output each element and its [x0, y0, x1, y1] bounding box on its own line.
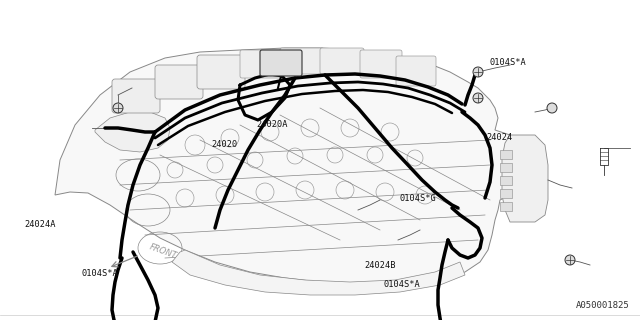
Polygon shape: [502, 135, 548, 222]
Polygon shape: [95, 112, 170, 152]
Text: 24020: 24020: [211, 140, 237, 148]
Bar: [500, 189, 512, 198]
FancyBboxPatch shape: [320, 48, 364, 74]
FancyBboxPatch shape: [197, 55, 245, 89]
FancyBboxPatch shape: [360, 50, 402, 78]
Bar: [500, 176, 512, 185]
Circle shape: [473, 67, 483, 77]
Circle shape: [473, 93, 483, 103]
Text: A050001825: A050001825: [576, 301, 630, 310]
FancyBboxPatch shape: [240, 50, 284, 78]
Text: 0104S*G: 0104S*G: [400, 194, 436, 203]
Text: FRONT: FRONT: [148, 243, 178, 261]
Circle shape: [547, 103, 557, 113]
Text: 24020A: 24020A: [256, 120, 287, 129]
Text: 0104S*A: 0104S*A: [82, 269, 118, 278]
FancyBboxPatch shape: [155, 65, 203, 99]
Circle shape: [113, 103, 123, 113]
Text: 0104S*A: 0104S*A: [490, 58, 526, 67]
Polygon shape: [172, 250, 465, 295]
Circle shape: [565, 255, 575, 265]
FancyBboxPatch shape: [280, 48, 324, 74]
Bar: [500, 150, 512, 159]
Polygon shape: [55, 48, 525, 284]
Text: 24024B: 24024B: [365, 261, 396, 270]
FancyBboxPatch shape: [260, 50, 302, 76]
Text: 24024A: 24024A: [24, 220, 56, 228]
FancyBboxPatch shape: [396, 56, 436, 86]
Bar: [500, 163, 512, 172]
FancyBboxPatch shape: [112, 79, 160, 113]
Text: 0104S*A: 0104S*A: [384, 280, 420, 289]
Bar: [500, 202, 512, 211]
Text: 24024: 24024: [486, 133, 513, 142]
